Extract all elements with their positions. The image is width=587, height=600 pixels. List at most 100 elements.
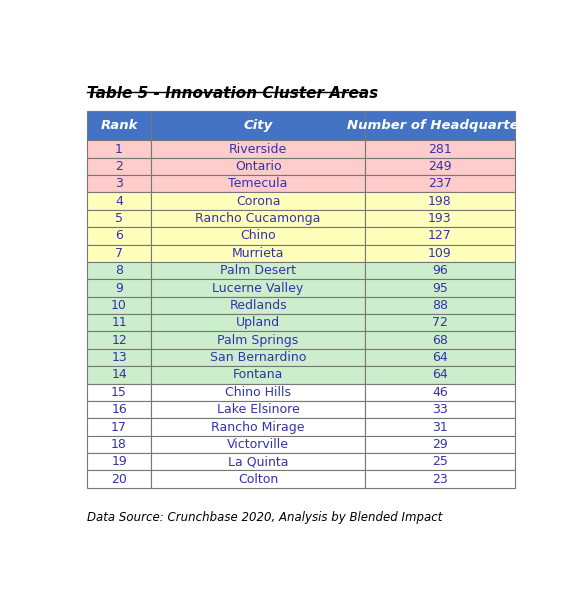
FancyBboxPatch shape [87, 470, 151, 488]
FancyBboxPatch shape [365, 158, 515, 175]
Text: 64: 64 [432, 351, 448, 364]
Text: Number of Headquarters: Number of Headquarters [347, 119, 533, 133]
FancyBboxPatch shape [87, 436, 151, 453]
Text: 72: 72 [432, 316, 448, 329]
FancyBboxPatch shape [87, 193, 151, 210]
FancyBboxPatch shape [87, 158, 151, 175]
Text: Redlands: Redlands [230, 299, 287, 312]
FancyBboxPatch shape [365, 140, 515, 158]
Text: 127: 127 [428, 229, 451, 242]
FancyBboxPatch shape [151, 470, 365, 488]
Text: 9: 9 [115, 281, 123, 295]
Text: 68: 68 [432, 334, 448, 347]
FancyBboxPatch shape [365, 210, 515, 227]
Text: Palm Springs: Palm Springs [217, 334, 299, 347]
Text: La Quinta: La Quinta [228, 455, 288, 468]
Text: 8: 8 [115, 264, 123, 277]
Text: Corona: Corona [236, 194, 281, 208]
Text: 25: 25 [432, 455, 448, 468]
Text: 23: 23 [432, 473, 448, 485]
FancyBboxPatch shape [365, 111, 515, 140]
Text: 46: 46 [432, 386, 448, 399]
Text: 88: 88 [432, 299, 448, 312]
FancyBboxPatch shape [365, 175, 515, 193]
Text: Palm Desert: Palm Desert [220, 264, 296, 277]
FancyBboxPatch shape [151, 140, 365, 158]
Text: 193: 193 [428, 212, 451, 225]
FancyBboxPatch shape [151, 262, 365, 280]
Text: 109: 109 [428, 247, 451, 260]
FancyBboxPatch shape [365, 383, 515, 401]
Text: Chino Hills: Chino Hills [225, 386, 291, 399]
Text: Data Source: Crunchbase 2020, Analysis by Blended Impact: Data Source: Crunchbase 2020, Analysis b… [87, 511, 443, 524]
Text: 29: 29 [432, 438, 448, 451]
Text: 96: 96 [432, 264, 448, 277]
Text: Colton: Colton [238, 473, 278, 485]
FancyBboxPatch shape [87, 401, 151, 418]
FancyBboxPatch shape [151, 193, 365, 210]
Text: Fontana: Fontana [233, 368, 284, 382]
FancyBboxPatch shape [151, 245, 365, 262]
FancyBboxPatch shape [151, 453, 365, 470]
Text: Victorville: Victorville [227, 438, 289, 451]
FancyBboxPatch shape [87, 210, 151, 227]
Text: Murrieta: Murrieta [232, 247, 284, 260]
Text: 19: 19 [111, 455, 127, 468]
FancyBboxPatch shape [151, 314, 365, 331]
Text: Riverside: Riverside [229, 143, 287, 155]
Text: 198: 198 [428, 194, 451, 208]
Text: 17: 17 [111, 421, 127, 434]
FancyBboxPatch shape [151, 210, 365, 227]
FancyBboxPatch shape [365, 349, 515, 366]
Text: 33: 33 [432, 403, 448, 416]
FancyBboxPatch shape [151, 227, 365, 245]
FancyBboxPatch shape [365, 436, 515, 453]
Text: 10: 10 [111, 299, 127, 312]
FancyBboxPatch shape [87, 175, 151, 193]
Text: Temecula: Temecula [228, 178, 288, 190]
FancyBboxPatch shape [87, 314, 151, 331]
FancyBboxPatch shape [87, 383, 151, 401]
Text: 6: 6 [115, 229, 123, 242]
FancyBboxPatch shape [365, 262, 515, 280]
Text: 15: 15 [111, 386, 127, 399]
Text: Rancho Mirage: Rancho Mirage [211, 421, 305, 434]
FancyBboxPatch shape [151, 158, 365, 175]
Text: City: City [244, 119, 273, 133]
Text: 7: 7 [115, 247, 123, 260]
FancyBboxPatch shape [151, 401, 365, 418]
FancyBboxPatch shape [365, 193, 515, 210]
Text: 281: 281 [428, 143, 451, 155]
FancyBboxPatch shape [365, 401, 515, 418]
Text: 12: 12 [111, 334, 127, 347]
Text: 11: 11 [111, 316, 127, 329]
Text: 3: 3 [115, 178, 123, 190]
FancyBboxPatch shape [365, 331, 515, 349]
Text: 237: 237 [428, 178, 451, 190]
Text: Upland: Upland [236, 316, 280, 329]
FancyBboxPatch shape [151, 331, 365, 349]
FancyBboxPatch shape [365, 470, 515, 488]
Text: Rank: Rank [100, 119, 138, 133]
Text: Lucerne Valley: Lucerne Valley [212, 281, 303, 295]
FancyBboxPatch shape [87, 227, 151, 245]
Text: 1: 1 [115, 143, 123, 155]
FancyBboxPatch shape [365, 366, 515, 383]
FancyBboxPatch shape [151, 111, 365, 140]
FancyBboxPatch shape [87, 111, 151, 140]
FancyBboxPatch shape [365, 314, 515, 331]
FancyBboxPatch shape [365, 227, 515, 245]
Text: Lake Elsinore: Lake Elsinore [217, 403, 299, 416]
FancyBboxPatch shape [365, 297, 515, 314]
Text: 14: 14 [111, 368, 127, 382]
FancyBboxPatch shape [87, 280, 151, 297]
Text: 5: 5 [115, 212, 123, 225]
FancyBboxPatch shape [87, 349, 151, 366]
FancyBboxPatch shape [87, 331, 151, 349]
Text: 4: 4 [115, 194, 123, 208]
FancyBboxPatch shape [87, 262, 151, 280]
Text: 20: 20 [111, 473, 127, 485]
Text: San Bernardino: San Bernardino [210, 351, 306, 364]
FancyBboxPatch shape [87, 245, 151, 262]
FancyBboxPatch shape [87, 140, 151, 158]
